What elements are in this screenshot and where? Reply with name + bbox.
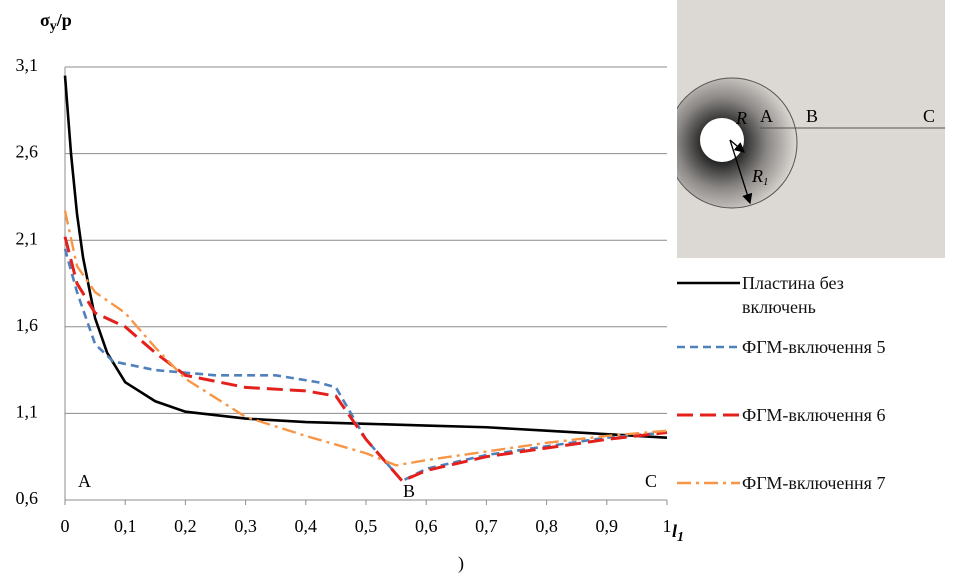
- r-arrow: [729, 139, 745, 153]
- inset-label: R1: [751, 166, 769, 187]
- x-tick-label: 0,6: [415, 516, 438, 536]
- x-tick-label: 0,4: [295, 516, 318, 536]
- x-tick-label: 0: [61, 516, 70, 536]
- y-label-sub: y: [50, 19, 57, 34]
- series-line: [63, 75, 668, 439]
- annotation: C: [645, 471, 657, 491]
- inset-label-main: R: [751, 166, 763, 186]
- x-tick-label: 0,9: [596, 516, 619, 536]
- y-tick-label: 0,6: [16, 488, 39, 508]
- annotation: A: [78, 471, 91, 491]
- inset: R A B C R1: [677, 0, 945, 258]
- y-tick-label: 1,1: [16, 402, 39, 422]
- r1-arrow: [729, 139, 753, 205]
- series-line: [63, 236, 668, 483]
- series-line: [63, 248, 668, 483]
- x-tick-label: 0,8: [535, 516, 558, 536]
- x-tick-label: 0,2: [174, 516, 197, 536]
- x-label-sub: 1: [677, 530, 684, 545]
- series-line: [63, 210, 668, 467]
- inset-label-sub: 1: [763, 176, 769, 188]
- x-tick-label: 1: [663, 516, 672, 536]
- legend-label: ФГМ-включення 5: [742, 337, 886, 357]
- x-tick-label: 0,5: [355, 516, 378, 536]
- annotation: B: [403, 481, 415, 501]
- y-tick-label: 2,1: [16, 228, 39, 248]
- y-tick-label: 2,6: [16, 142, 39, 162]
- x-tick-label: 0,3: [234, 516, 257, 536]
- inset-label: C: [923, 106, 935, 126]
- y-tick-label: 1,6: [16, 315, 39, 335]
- y-label-tail: /p: [56, 10, 72, 30]
- legend-label: Пластина без включень: [742, 273, 844, 317]
- x-tick-label: 0,1: [114, 516, 137, 536]
- x-axis-label: l1: [672, 521, 684, 545]
- y-axis-label: σy/p: [40, 10, 72, 34]
- legend-label: ФГМ-включення 7: [742, 473, 886, 493]
- inset-label: R: [735, 108, 747, 128]
- y-label-main: σ: [40, 10, 50, 30]
- legend-label: ФГМ-включення 6: [742, 405, 886, 425]
- x-tick-label: 0,7: [475, 516, 498, 536]
- inset-label: A: [760, 106, 773, 126]
- y-tick-label: 3,1: [16, 55, 39, 75]
- x-label-main: l: [672, 521, 677, 541]
- annotation: ): [458, 553, 464, 574]
- inset-label: B: [806, 106, 818, 126]
